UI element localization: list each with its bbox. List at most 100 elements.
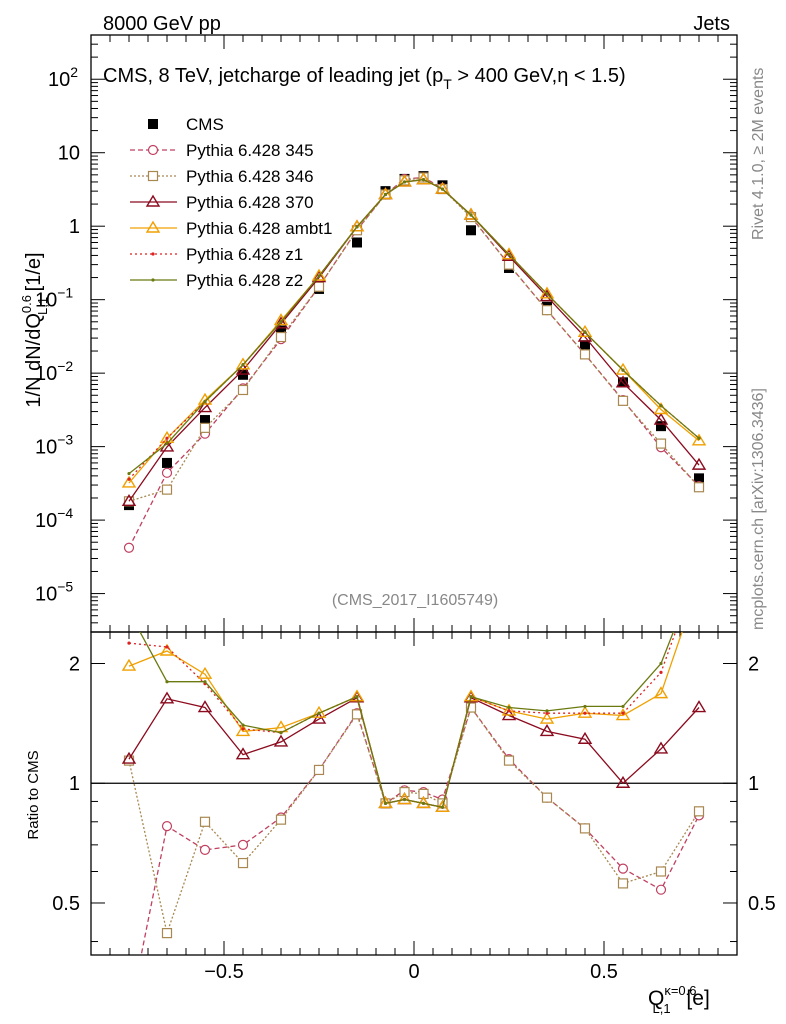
data-point bbox=[275, 814, 287, 825]
data-point bbox=[165, 680, 169, 684]
x-tick-label: −0.5 bbox=[204, 961, 243, 983]
data-point bbox=[545, 709, 549, 713]
data-point bbox=[311, 268, 327, 281]
chart-title: CMS, 8 TeV, jetcharge of leading jet (pT… bbox=[103, 65, 626, 92]
data-point bbox=[655, 884, 667, 895]
data-point bbox=[161, 928, 173, 939]
data-point bbox=[507, 705, 511, 710]
data-point bbox=[397, 792, 412, 805]
data-point bbox=[440, 187, 445, 191]
data-point bbox=[583, 704, 587, 709]
data-point bbox=[693, 576, 705, 586]
y-tick-label: 10−5 bbox=[35, 579, 73, 606]
data-point bbox=[621, 704, 625, 709]
data-point bbox=[545, 711, 549, 715]
main-y-axis-label: 1/N dN/dQ0.6L,1 [1/e] bbox=[19, 252, 50, 407]
data-point bbox=[469, 213, 473, 217]
data-point bbox=[378, 187, 393, 200]
data-point bbox=[237, 857, 249, 869]
data-point bbox=[617, 395, 629, 406]
main-plot-marks bbox=[121, 171, 707, 553]
data-point bbox=[697, 436, 701, 440]
legend-label: CMS bbox=[186, 115, 224, 134]
series-line bbox=[140, 706, 700, 955]
data-point bbox=[127, 471, 131, 476]
data-point bbox=[615, 375, 631, 388]
data-point bbox=[121, 493, 137, 507]
y-tick-label: 102 bbox=[48, 64, 78, 91]
data-point bbox=[235, 747, 251, 760]
data-point bbox=[621, 368, 625, 372]
legend-label: Pythia 6.428 346 bbox=[186, 167, 314, 186]
data-point bbox=[653, 686, 669, 699]
data-point bbox=[583, 330, 587, 334]
data-point bbox=[203, 399, 207, 404]
data-point bbox=[617, 878, 629, 889]
data-point bbox=[440, 805, 445, 809]
data-point bbox=[583, 711, 587, 715]
data-point bbox=[397, 174, 412, 187]
data-point bbox=[507, 709, 511, 713]
data-point bbox=[655, 438, 667, 449]
data-point bbox=[159, 643, 175, 656]
data-point bbox=[241, 723, 245, 727]
legend-marker bbox=[145, 220, 161, 233]
series-line bbox=[139, 632, 675, 809]
data-point bbox=[507, 253, 511, 257]
data-point bbox=[311, 711, 327, 724]
plot-area bbox=[121, 576, 707, 955]
x-tick-label: 0 bbox=[408, 961, 419, 983]
data-point bbox=[197, 400, 213, 413]
data-point bbox=[469, 695, 473, 699]
legend-marker bbox=[147, 170, 159, 182]
y-tick-label-right: 1 bbox=[748, 773, 759, 795]
data-point bbox=[579, 349, 591, 360]
y-tick-label: 10 bbox=[58, 143, 80, 165]
data-point bbox=[349, 689, 365, 702]
data-point bbox=[466, 225, 476, 236]
data-point bbox=[279, 731, 283, 735]
data-point bbox=[539, 286, 555, 299]
data-point bbox=[273, 313, 289, 326]
y-tick-label: 0.5 bbox=[52, 893, 80, 915]
data-point bbox=[121, 658, 137, 671]
data-point bbox=[694, 473, 704, 484]
data-point bbox=[539, 711, 555, 724]
data-point bbox=[197, 700, 213, 713]
data-point bbox=[541, 305, 553, 316]
legend-marker bbox=[151, 252, 155, 256]
data-point bbox=[617, 863, 629, 874]
data-point bbox=[383, 801, 388, 805]
data-point bbox=[161, 484, 173, 495]
series-line bbox=[128, 176, 700, 502]
data-point bbox=[653, 741, 669, 754]
data-point bbox=[317, 274, 321, 278]
y-tick-label-right: 2 bbox=[748, 653, 759, 675]
data-point bbox=[123, 542, 135, 553]
plot-area bbox=[121, 171, 707, 553]
main-axes: 10−5 10−4 10−3 10−2 10−1 1 10 102 bbox=[35, 34, 737, 633]
data-point bbox=[165, 436, 169, 440]
data-point bbox=[355, 225, 359, 229]
data-point bbox=[199, 422, 211, 433]
data-point bbox=[235, 724, 251, 737]
y-tick-label: 10−3 bbox=[35, 432, 73, 459]
rivet-label: Rivet 4.1.0, ≥ 2M events bbox=[750, 68, 767, 240]
data-point bbox=[463, 207, 479, 220]
data-point bbox=[580, 340, 590, 351]
data-point bbox=[313, 764, 325, 776]
data-point bbox=[161, 467, 173, 478]
data-point bbox=[691, 457, 707, 470]
data-point bbox=[691, 433, 707, 446]
data-point bbox=[615, 362, 631, 375]
data-point bbox=[416, 172, 431, 185]
x-tick-label: 0.5 bbox=[590, 961, 618, 983]
data-point bbox=[199, 816, 211, 827]
data-point bbox=[313, 281, 325, 292]
data-point bbox=[162, 457, 172, 468]
data-point bbox=[615, 775, 631, 788]
data-point bbox=[352, 237, 362, 248]
legend-label: Pythia 6.428 345 bbox=[186, 141, 314, 160]
data-point bbox=[241, 363, 245, 367]
data-point bbox=[503, 755, 515, 766]
